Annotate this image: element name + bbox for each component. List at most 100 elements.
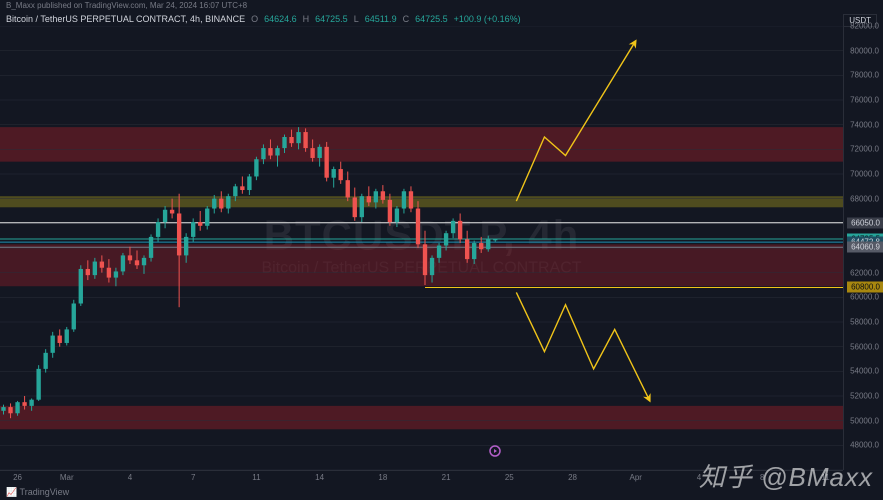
candle-body (205, 209, 209, 226)
candle-body (388, 200, 392, 222)
price-label: 64060.9 (847, 242, 883, 253)
candle-body (381, 191, 385, 200)
candle-body (156, 222, 160, 237)
candle-body (22, 402, 26, 406)
candle-body (177, 213, 181, 255)
candle-body (493, 239, 497, 240)
candle-body (416, 209, 420, 245)
candle-body (170, 210, 174, 214)
price-label: 60800.0 (847, 282, 883, 293)
candle-body (233, 186, 237, 196)
candle-body (339, 169, 343, 180)
candle-body (8, 407, 12, 413)
candle-body (198, 222, 202, 226)
y-tick: 72000.0 (850, 145, 879, 154)
ohlc-o-label: O (251, 14, 258, 24)
x-tick: 25 (505, 473, 514, 482)
ohlc-h-val: 64725.5 (315, 14, 348, 24)
x-tick: 28 (568, 473, 577, 482)
candle-body (72, 304, 76, 330)
candle-body (402, 191, 406, 208)
ohlc-c-val: 64725.5 (415, 14, 448, 24)
candle-body (36, 369, 40, 400)
candle-body (479, 243, 483, 249)
candle-body (486, 239, 490, 249)
candle-body (240, 186, 244, 190)
price-zone (0, 127, 843, 162)
y-tick: 68000.0 (850, 194, 879, 203)
y-tick: 78000.0 (850, 71, 879, 80)
candle-body (282, 137, 286, 148)
candle-body (458, 221, 462, 240)
y-tick: 52000.0 (850, 392, 879, 401)
x-tick: Mar (60, 473, 74, 482)
symbol-desc: Bitcoin / TetherUS PERPETUAL CONTRACT, 4… (6, 14, 245, 24)
candle-body (437, 246, 441, 258)
candle-body (128, 255, 132, 260)
chart-area[interactable]: BTCUSDT.P, 4h Bitcoin / TetherUS PERPETU… (0, 26, 883, 482)
y-tick: 54000.0 (850, 367, 879, 376)
y-tick: 56000.0 (850, 342, 879, 351)
price-zone (0, 196, 843, 207)
candle-body (289, 137, 293, 143)
x-tick: 11 (252, 473, 260, 482)
candle-body (303, 132, 307, 148)
candle-body (114, 271, 118, 277)
y-tick: 48000.0 (850, 441, 879, 450)
candle-body (465, 239, 469, 259)
candle-body (107, 268, 111, 278)
candle-body (444, 233, 448, 245)
candle-body (58, 336, 62, 343)
candle-body (296, 132, 300, 143)
projection-arrow (516, 41, 635, 201)
x-tick: 14 (315, 473, 324, 482)
candle-body (353, 197, 357, 217)
x-tick: 18 (378, 473, 387, 482)
plot-area[interactable]: BTCUSDT.P, 4h Bitcoin / TetherUS PERPETU… (0, 26, 843, 470)
y-tick: 70000.0 (850, 170, 879, 179)
candle-body (1, 407, 5, 411)
x-tick: 21 (442, 473, 451, 482)
y-tick: 58000.0 (850, 318, 879, 327)
candle-body (423, 244, 427, 275)
ohlc-l-label: L (354, 14, 359, 24)
candle-body (472, 243, 476, 259)
candle-body (310, 148, 314, 158)
replay-icon[interactable] (489, 445, 501, 457)
y-tick: 80000.0 (850, 46, 879, 55)
x-tick: 26 (13, 473, 22, 482)
candle-body (254, 159, 258, 176)
candle-body (395, 209, 399, 223)
publish-info: B_Maxx published on TradingView.com, Mar… (0, 0, 883, 12)
candle-body (149, 237, 153, 258)
candle-body (121, 255, 125, 271)
y-tick: 76000.0 (850, 96, 879, 105)
candle-body (79, 269, 83, 304)
candle-body (317, 147, 321, 158)
candle-body (142, 258, 146, 265)
x-tick: 4 (128, 473, 132, 482)
price-zone (0, 244, 843, 286)
y-axis[interactable]: 48000.050000.052000.054000.056000.058000… (843, 26, 883, 470)
price-label: 66050.0 (847, 217, 883, 228)
candle-body (191, 222, 195, 237)
candle-body (346, 180, 350, 197)
candle-body (275, 148, 279, 155)
candle-body (184, 237, 188, 256)
candle-body (29, 400, 33, 406)
x-tick: 7 (191, 473, 195, 482)
zhihu-watermark: 知乎 @BMaxx (699, 457, 873, 494)
price-zone (0, 406, 843, 429)
ohlc-o-val: 64624.6 (264, 14, 297, 24)
candle-body (212, 199, 216, 209)
candle-body (226, 196, 230, 208)
ohlc-l-val: 64511.9 (365, 14, 397, 24)
candle-body (43, 353, 47, 369)
candle-body (409, 191, 413, 208)
candle-body (332, 169, 336, 178)
y-tick: 62000.0 (850, 268, 879, 277)
candle-body (100, 262, 104, 268)
y-tick: 82000.0 (850, 22, 879, 31)
candle-body (430, 258, 434, 275)
candle-body (324, 147, 328, 178)
